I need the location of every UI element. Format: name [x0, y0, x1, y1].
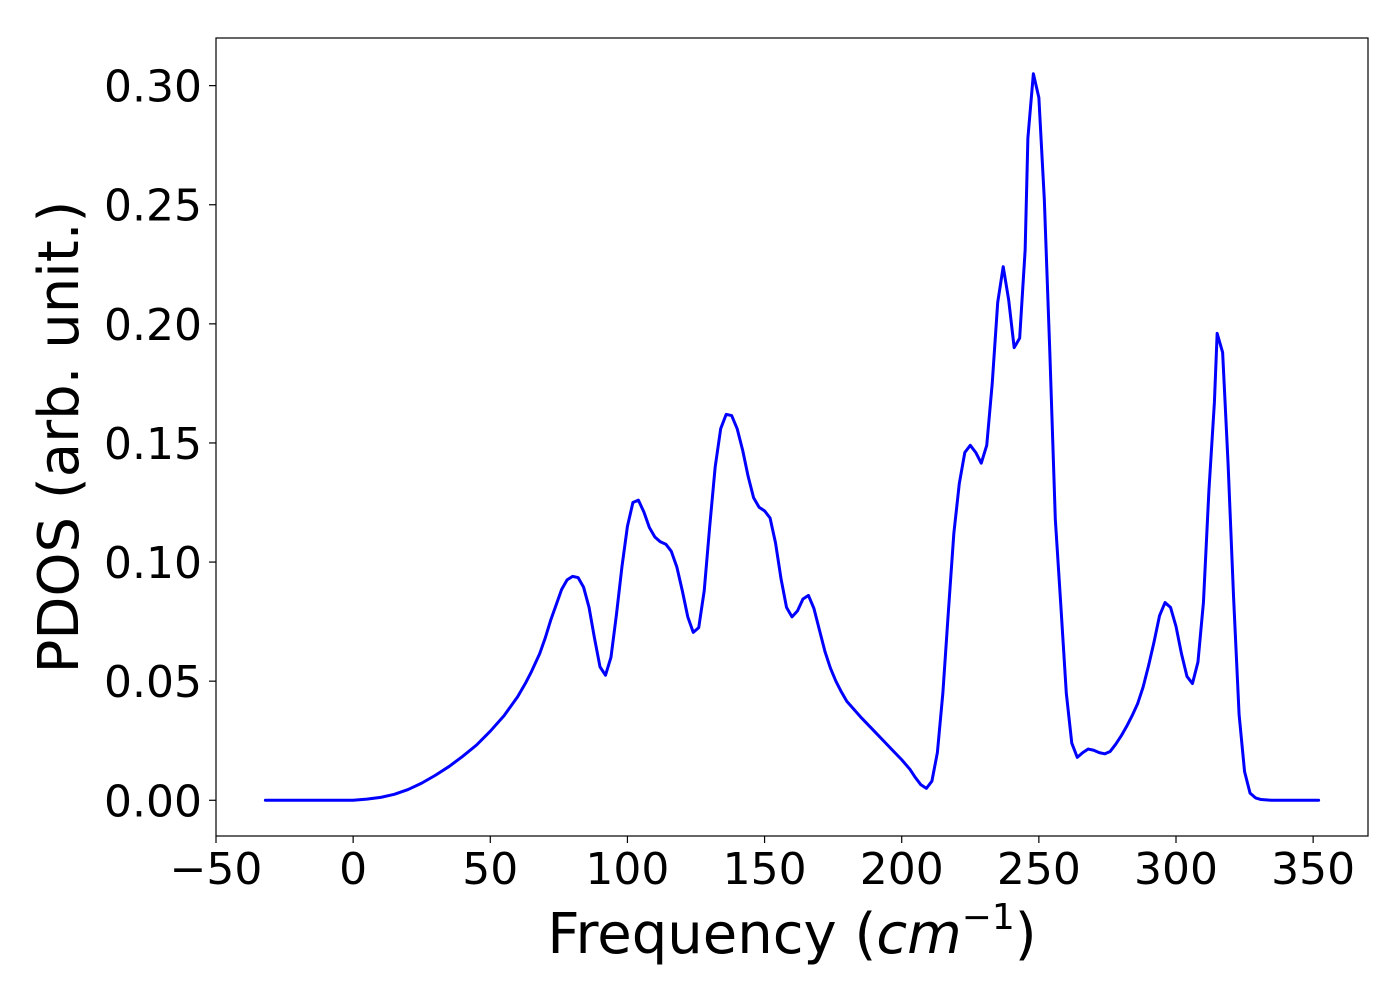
x-tick-label: 200 — [860, 844, 944, 895]
y-tick-label: 0.15 — [104, 419, 202, 470]
y-axis-ticks: 0.00 0.05 0.10 0.15 0.20 0.25 0.30 — [104, 62, 216, 827]
plot-frame — [215, 37, 1369, 837]
x-axis-label-unit-base: cm — [876, 902, 961, 967]
x-tick-label: 350 — [1271, 844, 1355, 895]
y-tick-label: 0.00 — [104, 776, 202, 827]
x-axis-label-unit-exp: −1 — [962, 897, 1015, 938]
x-tick-label: 50 — [462, 844, 518, 895]
x-tick-label: 150 — [723, 844, 807, 895]
y-tick-label: 0.25 — [104, 181, 202, 232]
x-tick-label: −50 — [170, 844, 263, 895]
y-tick-label: 0.10 — [104, 538, 202, 589]
x-tick-label: 250 — [997, 844, 1081, 895]
y-tick-label: 0.20 — [104, 300, 202, 351]
y-axis-label: PDOS (arb. unit.) — [27, 201, 92, 674]
y-tick-label: 0.30 — [104, 62, 202, 113]
x-tick-label: 0 — [339, 844, 367, 895]
x-tick-label: 300 — [1134, 844, 1218, 895]
x-tick-label: 100 — [585, 844, 669, 895]
x-axis-label-unit-close: ) — [1015, 902, 1037, 967]
plot-background — [216, 38, 1368, 836]
x-axis-label-unit-open: ( — [837, 902, 877, 967]
series-line — [263, 72, 1321, 802]
x-axis-label: Frequency (cm−1) — [547, 897, 1036, 967]
x-axis-ticks: −50 0 50 100 150 200 250 300 350 — [170, 836, 1355, 895]
y-tick-label: 0.05 — [104, 657, 202, 708]
x-axis-label-text: Frequency — [547, 902, 836, 967]
